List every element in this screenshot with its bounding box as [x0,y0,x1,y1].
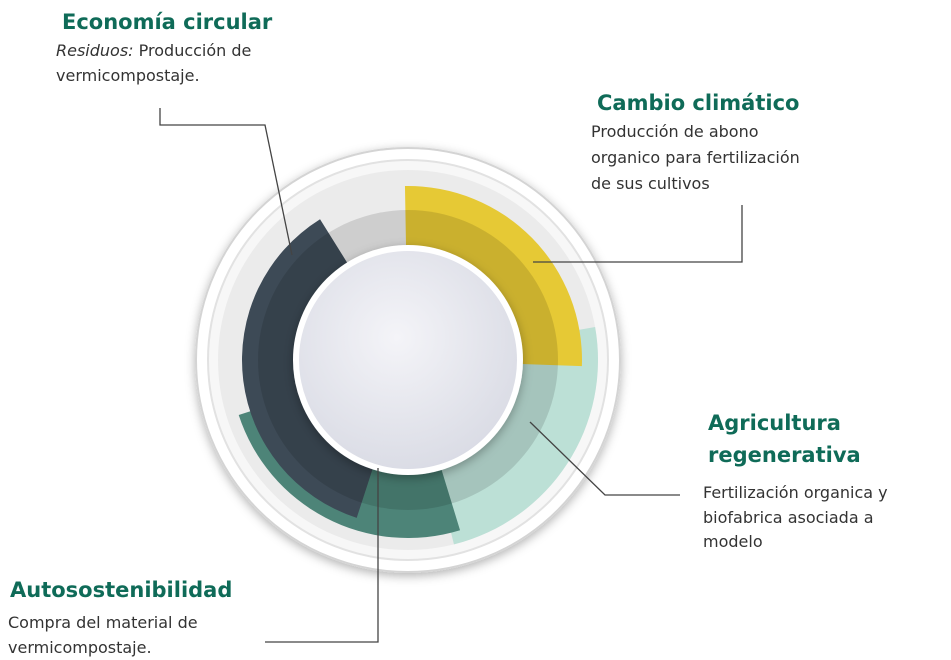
description: Fertilización organica y [703,483,888,502]
description: biofabrica asociada a [703,508,874,527]
title: regenerativa [708,443,861,467]
segment [242,219,375,518]
description: Producción de abono [591,122,759,141]
wheel [195,147,621,573]
segment [434,327,598,545]
title: Cambio climático [597,91,799,115]
description: vermicompostaje. [56,66,200,85]
label: Residuos: [56,41,134,60]
description: organico para fertilización [591,148,800,167]
description: Residuos: Producción de [56,41,251,60]
title: Agricultura [708,411,841,435]
title: Autosostenibilidad [10,578,232,602]
description: modelo [703,532,763,551]
connectors [159,108,743,643]
segment [404,186,582,367]
description: vermicompostaje. [8,638,152,657]
line: Producción de [139,41,252,60]
description: de sus cultivos [591,174,710,193]
title: Economía circular [62,10,273,34]
description: Compra del material de [8,613,198,632]
